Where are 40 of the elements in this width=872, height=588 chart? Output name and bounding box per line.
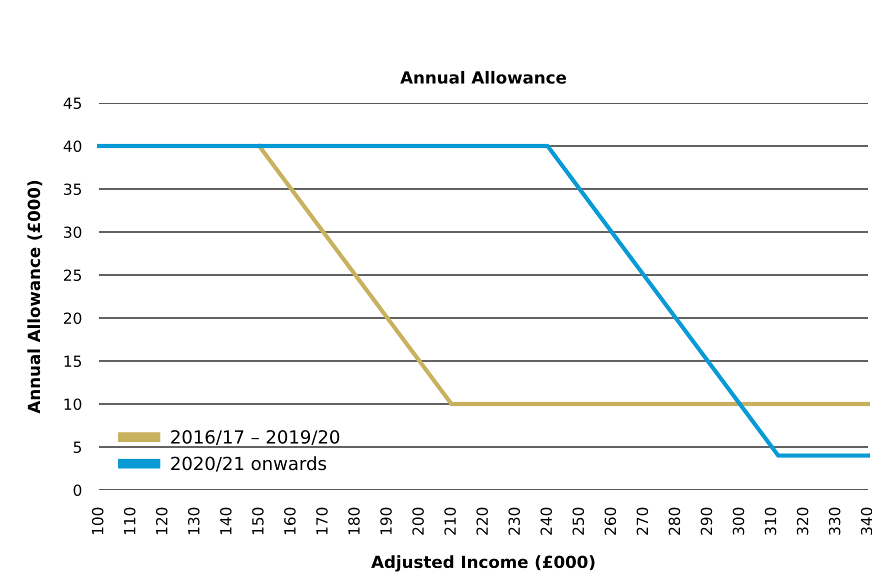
x-tick-label: 120 [156, 508, 168, 534]
y-tick-label: 0 [74, 484, 82, 496]
x-tick-label: 210 [444, 508, 456, 535]
x-tick-label: 300 [732, 508, 744, 535]
x-tick-label: 280 [668, 508, 680, 535]
legend-label: 2016/17 – 2019/20 [171, 430, 340, 446]
chart-title: Annual Allowance [400, 70, 566, 84]
x-tick-label: 320 [796, 508, 808, 535]
y-tick-label: 15 [64, 356, 81, 368]
y-tick-label: 35 [64, 183, 81, 196]
x-tick-label: 130 [188, 508, 200, 534]
x-tick-label: 110 [124, 508, 136, 534]
x-tick-label: 310 [764, 508, 776, 535]
legend-label: 2020/21 onwards [171, 456, 326, 472]
x-tick-label: 250 [572, 508, 584, 535]
x-tick-label: 290 [700, 508, 712, 535]
x-tick-label: 190 [380, 508, 392, 534]
y-tick-label: 5 [74, 442, 81, 454]
x-tick-label: 230 [508, 508, 520, 535]
x-tick-label: 240 [540, 508, 552, 535]
y-tick-label: 40 [64, 140, 82, 152]
y-tick-label: 25 [64, 269, 81, 282]
x-tick-label: 340 [860, 508, 872, 535]
x-tick-label: 140 [220, 508, 232, 534]
x-tick-label: 220 [476, 508, 488, 535]
y-tick-label: 20 [64, 312, 82, 324]
y-axis-title: Annual Allowance (£000) [27, 180, 42, 414]
x-tick-label: 170 [316, 508, 328, 534]
x-tick-label: 180 [348, 508, 360, 534]
x-tick-label: 270 [636, 508, 648, 535]
x-tick-label: 330 [828, 508, 840, 535]
x-tick-label: 100 [92, 508, 104, 534]
x-axis-title: Adjusted Income (£000) [371, 555, 594, 572]
x-tick-label: 160 [284, 508, 296, 534]
x-tick-label: 150 [252, 508, 264, 534]
y-tick-label: 10 [64, 398, 82, 410]
y-tick-label: 45 [64, 98, 81, 110]
x-tick-label: 200 [412, 508, 424, 535]
x-tick-label: 260 [604, 508, 616, 535]
y-tick-label: 30 [64, 226, 82, 238]
